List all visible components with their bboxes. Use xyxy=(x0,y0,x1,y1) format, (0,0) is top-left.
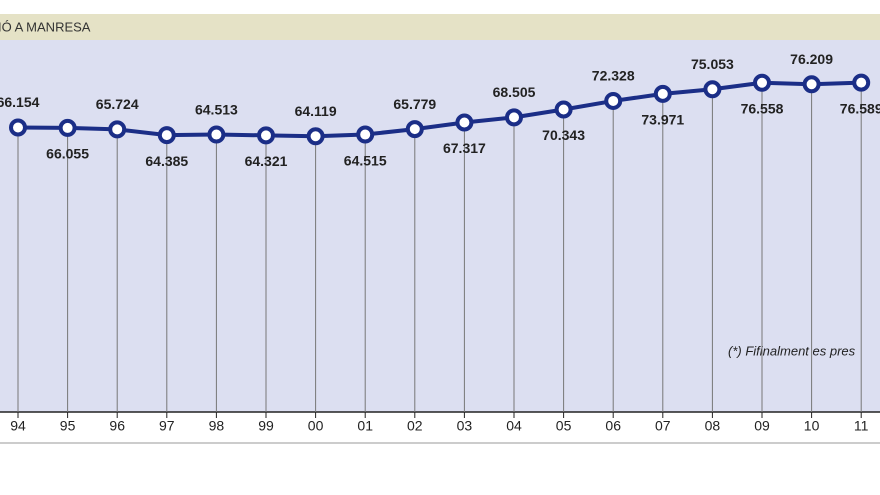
value-label: 76.209 xyxy=(790,51,833,67)
value-label: 64.385 xyxy=(145,153,188,169)
x-tick-label: 00 xyxy=(308,418,324,434)
x-tick-label: 96 xyxy=(109,418,125,434)
marker xyxy=(405,120,424,139)
value-label: 64.321 xyxy=(245,153,288,169)
marker xyxy=(753,73,771,92)
header-band xyxy=(0,14,880,40)
marker xyxy=(455,113,474,132)
value-label: 64.515 xyxy=(344,152,387,168)
value-label: 70.343 xyxy=(542,127,585,143)
x-tick-label: 99 xyxy=(258,418,274,434)
x-tick-label: 11 xyxy=(854,418,869,434)
value-label: 67.317 xyxy=(443,140,486,156)
marker xyxy=(852,73,871,92)
x-tick-label: 03 xyxy=(457,418,473,434)
value-label: 68.505 xyxy=(493,84,536,100)
x-tick-label: 05 xyxy=(556,418,572,434)
value-label: 73.971 xyxy=(641,112,684,128)
x-tick-label: 02 xyxy=(407,418,423,434)
marker xyxy=(554,100,573,119)
marker xyxy=(604,91,623,110)
x-tick-label: 97 xyxy=(159,418,175,434)
value-label: 72.328 xyxy=(592,68,635,84)
value-label: 76.589 xyxy=(840,100,880,116)
marker xyxy=(356,125,375,144)
marker xyxy=(157,126,176,145)
x-tick-label: 01 xyxy=(357,418,373,434)
value-label: 75.053 xyxy=(691,56,734,72)
chart-title: IÓ A MANRESA xyxy=(0,19,91,34)
marker xyxy=(257,126,275,145)
marker xyxy=(9,118,27,137)
plot-area xyxy=(0,40,880,412)
value-label: 66.055 xyxy=(46,146,89,162)
x-tick-label: 10 xyxy=(804,418,820,434)
value-label: 66.154 xyxy=(0,94,40,110)
value-label: 65.724 xyxy=(96,96,139,112)
marker xyxy=(653,84,672,103)
marker xyxy=(703,80,722,99)
marker xyxy=(505,108,523,127)
marker xyxy=(58,118,77,137)
value-label: 64.513 xyxy=(195,101,238,117)
x-tick-label: 94 xyxy=(10,418,26,434)
x-tick-label: 08 xyxy=(705,418,721,434)
x-tick-label: 04 xyxy=(506,418,522,434)
x-tick-label: 07 xyxy=(655,418,671,434)
marker xyxy=(207,125,226,144)
x-tick-label: 95 xyxy=(60,418,76,434)
x-tick-label: 06 xyxy=(605,418,621,434)
value-label: 65.779 xyxy=(393,96,436,112)
value-label: 76.558 xyxy=(741,100,784,116)
footnote: (*) Fifinalment es pres xyxy=(728,343,856,358)
x-tick-label: 09 xyxy=(754,418,770,434)
value-label: 64.119 xyxy=(295,103,337,119)
marker xyxy=(802,75,821,94)
marker xyxy=(108,120,127,139)
x-tick-label: 98 xyxy=(209,418,225,434)
marker xyxy=(306,127,325,146)
